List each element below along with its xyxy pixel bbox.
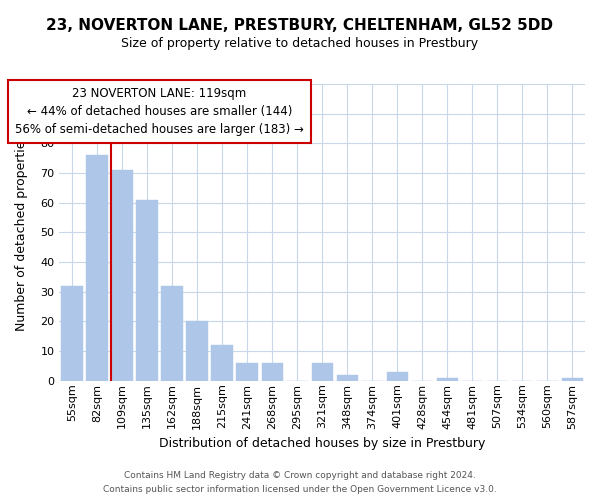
Bar xyxy=(386,372,408,381)
Text: Contains HM Land Registry data © Crown copyright and database right 2024.: Contains HM Land Registry data © Crown c… xyxy=(124,471,476,480)
Text: Size of property relative to detached houses in Prestbury: Size of property relative to detached ho… xyxy=(121,38,479,51)
Bar xyxy=(187,322,208,381)
Bar xyxy=(161,286,182,381)
Bar xyxy=(112,170,133,381)
Bar xyxy=(211,345,233,381)
Y-axis label: Number of detached properties: Number of detached properties xyxy=(15,134,28,331)
Text: Contains public sector information licensed under the Open Government Licence v3: Contains public sector information licen… xyxy=(103,485,497,494)
Text: 23 NOVERTON LANE: 119sqm
← 44% of detached houses are smaller (144)
56% of semi-: 23 NOVERTON LANE: 119sqm ← 44% of detach… xyxy=(15,87,304,136)
Bar xyxy=(262,363,283,381)
Bar xyxy=(337,375,358,381)
Bar xyxy=(437,378,458,381)
Text: 23, NOVERTON LANE, PRESTBURY, CHELTENHAM, GL52 5DD: 23, NOVERTON LANE, PRESTBURY, CHELTENHAM… xyxy=(47,18,554,32)
Bar xyxy=(562,378,583,381)
Bar xyxy=(86,155,107,381)
X-axis label: Distribution of detached houses by size in Prestbury: Distribution of detached houses by size … xyxy=(159,437,485,450)
Bar xyxy=(61,286,83,381)
Bar xyxy=(311,363,333,381)
Bar xyxy=(136,200,158,381)
Bar xyxy=(236,363,258,381)
